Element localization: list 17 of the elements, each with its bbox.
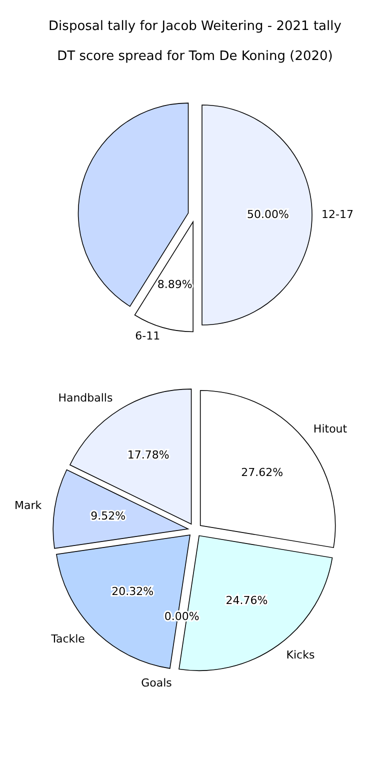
slice-label: Tackle [50, 632, 86, 646]
slice-label: Kicks [286, 648, 315, 662]
data-label: 8.89% [157, 278, 192, 292]
data-label: 20.32% [112, 585, 154, 598]
data-label: 27.62% [241, 466, 284, 480]
data-label: 9.52% [90, 509, 126, 522]
slice-label: Mark [14, 499, 42, 512]
slice-label: Handballs [58, 391, 113, 404]
data-label: 24.76% [226, 594, 268, 608]
slice-label: 6-11 [135, 330, 160, 343]
chart-title: DT score spread for Tom De Koning (2020) [57, 49, 333, 64]
data-label: 17.78% [127, 448, 170, 462]
slice-label: 12-17 [322, 208, 354, 222]
slice-label: Hitout [313, 422, 348, 436]
category-label: Goals [141, 676, 172, 690]
data-label: 50.00% [247, 208, 289, 222]
chart-title: Disposal tally for Jacob Weitering - 2021 tally [48, 19, 342, 34]
